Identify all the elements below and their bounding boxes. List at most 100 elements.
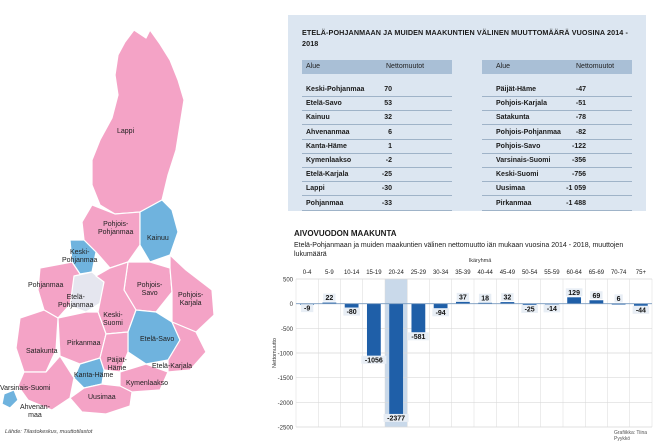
data-label: -9 — [304, 306, 310, 313]
table-cell-value: 53 — [384, 100, 392, 108]
x-tick-label: 55-59 — [544, 270, 560, 276]
table-cell-value: -1 059 — [566, 185, 586, 193]
label-paijat-hame: Päijät- Häme — [107, 357, 127, 372]
data-label: -80 — [347, 309, 357, 316]
table-row: Pohjois-Karjala -51 — [482, 96, 632, 112]
data-label: -25 — [525, 306, 535, 313]
table-row: Keski-Suomi -756 — [482, 167, 632, 183]
data-label: -2377 — [387, 415, 405, 422]
graphics-credit: Grafiikka: Tiina Pyykkö — [614, 430, 648, 442]
x-tick-label: 45-49 — [500, 270, 516, 276]
data-label: -1056 — [365, 357, 383, 364]
table-row: Pohjois-Pohjanmaa -82 — [482, 125, 632, 140]
label-ahvenanmaa: Ahvenan- maa — [20, 404, 50, 419]
map-region-lappi[interactable] — [91, 29, 185, 215]
map-region-pohjanmaa[interactable] — [37, 261, 81, 319]
header-region-left: Alue — [306, 63, 321, 70]
table-cell-region: Pirkanmaa — [496, 199, 532, 207]
data-label-bg — [632, 305, 650, 314]
map-svg — [1, 29, 215, 415]
chart-svg: 500 0 -500 -1000 -1500 -2000 -2500 Ikäryhmä 0-4 5… — [272, 258, 653, 432]
table-cell-region: Päijät-Häme — [496, 86, 537, 93]
table-cell-value: 1 — [388, 142, 392, 150]
table-cell-region: Kanta-Häme — [306, 142, 347, 150]
data-label-bg — [501, 293, 514, 302]
label-pirkanmaa: Pirkanmaa — [67, 340, 101, 347]
bar — [633, 303, 648, 306]
table-row: Etelä-Savo 53 — [302, 96, 452, 112]
table-row: Kanta-Häme 1 — [302, 139, 452, 154]
label-etela-karjala: Etelä-Karjala — [152, 363, 193, 370]
data-label-bg — [432, 308, 449, 317]
bar — [455, 301, 470, 304]
data-label-bg — [343, 307, 360, 316]
data-label: 6 — [617, 296, 621, 303]
table-cell-region: Keski-Suomi — [496, 171, 539, 179]
data-label: -14 — [547, 306, 557, 313]
label-pohjois-pohjanmaa: Pohjois- Pohjanmaa — [98, 221, 134, 236]
table-cell-region: Pohjois-Savo — [496, 142, 541, 150]
y-tick-label: -2000 — [278, 401, 294, 407]
table-row: Keski-Pohjanmaa 70 — [302, 82, 452, 97]
label-uusimaa: Uusimaa — [88, 394, 116, 401]
table-row: Ahvenanmaa 6 — [302, 125, 452, 140]
table-cell-region: Varsinais-Suomi — [496, 157, 551, 164]
table-title: ETELÄ-POHJANMAAN JA MUIDEN MAAKUNTIEN VÄ… — [302, 28, 628, 48]
data-label-bg — [300, 304, 314, 313]
table-header-right: Alue Nettomuutot — [482, 60, 632, 74]
data-label: 129 — [568, 290, 580, 297]
data-label-bg — [361, 355, 387, 364]
data-label: 32 — [503, 295, 511, 302]
x-tick-label: 35-39 — [455, 270, 471, 276]
y-tick-label: -1500 — [278, 376, 294, 382]
chart-subtitle: Etelä-Pohjanmaan ja muiden maakuntien vä… — [294, 242, 624, 258]
x-tick-label: 15-19 — [366, 270, 382, 276]
map-region-etela-karjala[interactable] — [167, 321, 207, 373]
table-cell-value: -82 — [575, 128, 586, 136]
label-kymenlaakso: Kymenlaakso — [126, 380, 169, 387]
bar — [589, 300, 604, 304]
map-region-satakunta[interactable] — [15, 309, 59, 373]
map-region-pirkanmaa[interactable] — [57, 311, 107, 365]
y-tick-label: 500 — [283, 278, 294, 284]
y-axis-title: Nettomuutto — [272, 338, 278, 368]
y-tick-label: 0 — [290, 302, 294, 308]
map-region-kainuu[interactable] — [139, 199, 179, 263]
finland-region-map: Lappi Pohjois- Pohjanmaa Kainuu Keski- P… — [0, 0, 240, 439]
table-row: Pohjois-Savo -122 — [482, 139, 632, 154]
map-region-uusimaa[interactable] — [69, 383, 133, 415]
x-tick-label: 20-24 — [388, 270, 404, 276]
table-row: Kainuu 32 — [302, 110, 452, 126]
table-cell-value: -756 — [571, 171, 586, 179]
x-tick-label: 30-34 — [433, 270, 449, 276]
bar — [567, 297, 582, 304]
bar — [344, 303, 359, 308]
x-axis-title: Ikäryhmä — [469, 258, 493, 264]
table-cell-region: Lappi — [306, 185, 325, 193]
table-cell-value: -78 — [575, 114, 586, 122]
header-value-right: Nettomuutot — [576, 63, 615, 70]
label-varsinais-suomi: Varsinais-Suomi — [0, 385, 51, 392]
table-cell-region: Ahvenanmaa — [306, 128, 350, 136]
table-cell-region: Kainuu — [306, 114, 330, 122]
table-row: Pirkanmaa -1 488 — [482, 196, 632, 211]
table-cell-value: -122 — [571, 142, 586, 150]
table-cell-value: -1 488 — [566, 199, 586, 207]
data-label: -581 — [411, 334, 425, 341]
bar — [411, 303, 426, 333]
label-keski-pohjanmaa: Keski- Pohjanmaa — [62, 249, 98, 264]
label-lappi: Lappi — [117, 128, 135, 135]
age-bar-chart: 500 0 -500 -1000 -1500 -2000 -2500 Ikäryhmä 0-4 5… — [270, 257, 660, 439]
data-label-bg — [521, 304, 538, 313]
map-region-ahvenanmaa[interactable] — [1, 389, 19, 409]
x-tick-label: 70-74 — [611, 270, 627, 276]
x-tick-label: 0-4 — [303, 270, 312, 276]
table-row: Uusimaa -1 059 — [482, 181, 632, 197]
table-cell-value: -51 — [575, 100, 586, 108]
x-tick-label: 10-14 — [344, 270, 360, 276]
table-row: Lappi -30 — [302, 181, 452, 197]
label-pohjois-savo: Pohjois- Savo — [137, 282, 163, 297]
data-label-bg — [323, 293, 336, 302]
bar — [500, 302, 515, 304]
table-cell-value: -47 — [575, 86, 586, 93]
